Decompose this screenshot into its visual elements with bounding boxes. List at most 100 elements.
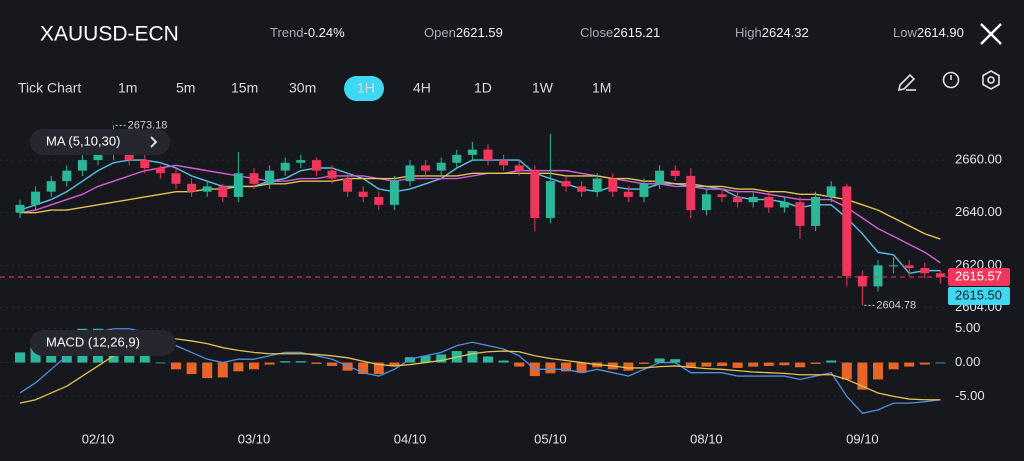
timeframe[interactable]: 1M bbox=[592, 80, 611, 96]
candle-body bbox=[545, 181, 555, 218]
timeframe[interactable]: 1H bbox=[357, 80, 375, 96]
candle-body bbox=[935, 273, 945, 278]
candle-body bbox=[436, 162, 446, 171]
macd-histogram-bar bbox=[857, 362, 868, 390]
macd-histogram-bar bbox=[389, 362, 400, 366]
timeframe[interactable]: 30m bbox=[289, 80, 316, 96]
bid-price-label: 2615.50 bbox=[955, 287, 1002, 302]
y-tick-label: 5.00 bbox=[955, 320, 980, 335]
macd-histogram-bar bbox=[670, 359, 681, 363]
stat-label: Close bbox=[580, 25, 613, 40]
stat: Trend-0.24% bbox=[270, 25, 345, 40]
x-tick-label: 08/10 bbox=[690, 431, 723, 446]
candle-body bbox=[467, 149, 477, 155]
draw-icon[interactable] bbox=[897, 73, 916, 92]
candle-body bbox=[171, 173, 181, 184]
macd-histogram-bar bbox=[779, 362, 790, 366]
legend-pill[interactable] bbox=[30, 129, 170, 155]
candle-body bbox=[140, 160, 150, 168]
x-tick-label: 05/10 bbox=[534, 431, 567, 446]
legend[interactable]: MACD (12,26,9) bbox=[46, 334, 140, 349]
reset-tool[interactable] bbox=[942, 71, 960, 89]
settings-icon[interactable] bbox=[987, 76, 995, 84]
candle-body bbox=[327, 170, 337, 179]
macd-histogram-bar bbox=[186, 362, 197, 375]
stat-label: Low bbox=[893, 25, 917, 40]
macd-histogram-bar bbox=[436, 354, 447, 363]
symbol: XAUUSD-ECN bbox=[40, 23, 179, 46]
timeframe[interactable]: 15m bbox=[231, 80, 258, 96]
macd-histogram-bar bbox=[654, 358, 665, 363]
macd-histogram-bar bbox=[732, 362, 743, 368]
draw-tool[interactable] bbox=[897, 73, 916, 92]
macd-histogram-bar bbox=[919, 362, 930, 365]
macd-histogram-bar bbox=[639, 362, 649, 364]
candle-body bbox=[249, 173, 259, 184]
timeframe[interactable]: 1m bbox=[118, 80, 137, 96]
candle-body bbox=[889, 265, 899, 267]
stat-value: 2614.90 bbox=[917, 25, 964, 40]
macd-histogram-bar bbox=[467, 351, 478, 363]
candle-body bbox=[639, 183, 649, 197]
candle-body bbox=[623, 191, 633, 197]
candle-body bbox=[15, 204, 25, 213]
timeframe[interactable]: 1D bbox=[474, 80, 492, 96]
macd-histogram-bar bbox=[139, 352, 150, 363]
candle-body bbox=[608, 178, 618, 192]
ma-line bbox=[20, 172, 941, 240]
macd-histogram-bar bbox=[233, 362, 244, 372]
candle-body bbox=[421, 165, 431, 171]
stat: Close2615.21 bbox=[580, 25, 660, 40]
candle-body bbox=[514, 165, 524, 171]
legend[interactable]: MA (5,10,30) bbox=[46, 133, 120, 148]
candle-body bbox=[374, 196, 384, 205]
y-tick-label: 0.00 bbox=[955, 354, 980, 369]
candle-body bbox=[124, 152, 134, 161]
candle-body bbox=[452, 154, 462, 163]
candle-body bbox=[857, 275, 867, 287]
max-label: 2673.18 bbox=[128, 119, 168, 131]
y-tick-label: 2660.00 bbox=[955, 152, 1002, 167]
timeframe[interactable]: 4H bbox=[413, 80, 431, 96]
legend-pill[interactable] bbox=[30, 330, 176, 356]
macd-histogram-bar bbox=[717, 362, 727, 366]
stat-value: 2615.21 bbox=[613, 25, 660, 40]
timeframe[interactable]: 1W bbox=[532, 80, 554, 96]
candle-body bbox=[561, 181, 571, 187]
ma-line bbox=[19, 164, 941, 264]
bid-price-tag bbox=[948, 287, 1010, 306]
candle-body bbox=[343, 178, 353, 192]
y-tick-label: -5.00 bbox=[955, 388, 985, 403]
settings-tool[interactable] bbox=[982, 70, 1000, 90]
candle-body bbox=[93, 154, 103, 161]
candle-body bbox=[748, 196, 758, 203]
close-icon[interactable] bbox=[980, 23, 1002, 45]
candle-body bbox=[904, 265, 914, 268]
macd-histogram-bar bbox=[373, 362, 384, 375]
macd-histogram-bar bbox=[623, 362, 634, 371]
active-timeframe-pill[interactable] bbox=[344, 76, 384, 101]
macd-histogram-bar bbox=[795, 362, 805, 368]
x-tick-label: 04/10 bbox=[394, 431, 427, 446]
timeframe[interactable]: 5m bbox=[176, 80, 195, 96]
candle-body bbox=[155, 168, 165, 174]
reset-icon[interactable] bbox=[942, 71, 960, 89]
stat-label: Open bbox=[424, 25, 456, 40]
settings-icon[interactable] bbox=[982, 70, 1000, 90]
x-tick-label: 02/10 bbox=[82, 431, 115, 446]
plot-area: 2604.002620.002640.002660.002673.182604.… bbox=[0, 119, 1010, 446]
candle-body bbox=[499, 160, 509, 166]
candle-body bbox=[655, 170, 665, 184]
macd-histogram-bar bbox=[514, 362, 525, 367]
legend-chevron[interactable] bbox=[150, 136, 158, 148]
candle-body bbox=[358, 191, 368, 197]
timeframe[interactable]: Tick Chart bbox=[18, 80, 81, 96]
stats: Trend-0.24% Open2621.59 Close2615.21 High26… bbox=[270, 25, 964, 40]
macd-histogram-bar bbox=[311, 362, 322, 364]
macd-histogram-bar bbox=[420, 355, 431, 363]
candle-body bbox=[62, 170, 72, 182]
macd-histogram-bar bbox=[249, 362, 259, 370]
candle-body bbox=[77, 160, 87, 171]
close-button[interactable] bbox=[980, 23, 1002, 45]
